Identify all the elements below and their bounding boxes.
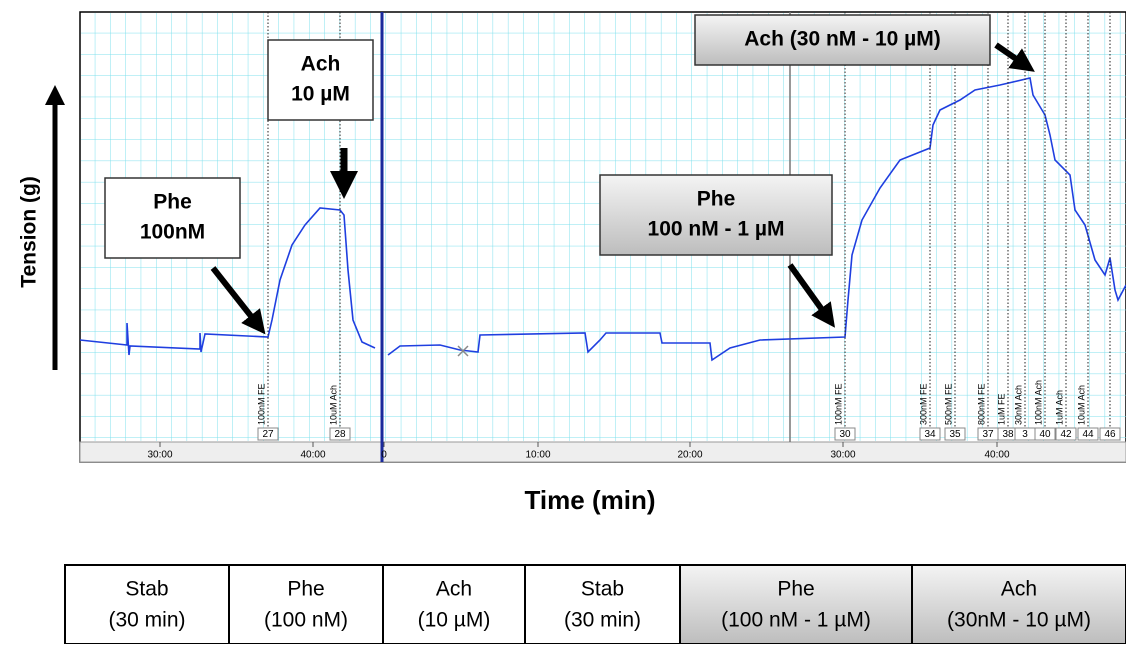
- event-number: 3: [1022, 429, 1028, 440]
- cell-text: Phe: [287, 578, 324, 601]
- x-label: Time (min): [525, 485, 656, 515]
- y-label: Tension (g): [18, 176, 41, 288]
- cell-text: (30nM - 10 µM): [947, 609, 1091, 632]
- event-number: 27: [262, 429, 274, 440]
- event-number: 34: [924, 429, 936, 440]
- event-number: 46: [1104, 429, 1116, 440]
- event-number: 38: [1002, 429, 1014, 440]
- cell-text: (100 nM - 1 µM): [721, 609, 871, 632]
- annotation-text: Ach: [301, 53, 341, 76]
- cell-text: Phe: [777, 578, 814, 601]
- event-number: 40: [1039, 429, 1051, 440]
- event-label: 100nM FE: [256, 383, 266, 425]
- time-tick-label: 10:00: [525, 450, 550, 461]
- event-label: 500nM FE: [943, 383, 953, 425]
- cell-text: Stab: [581, 578, 624, 601]
- event-number: 37: [982, 429, 994, 440]
- event-number: 30: [839, 429, 851, 440]
- event-number: 35: [949, 429, 961, 440]
- event-label: 10uM Ach: [328, 385, 338, 425]
- phase-table: Stab (30 min) Phe (100 nM) Ach (10 µM) Stab (30…: [65, 565, 1126, 644]
- annotation-text: 10 µM: [291, 83, 350, 106]
- event-number: 42: [1060, 429, 1072, 440]
- cell-text: (30 min): [564, 609, 641, 632]
- time-tick-label: 30:00: [147, 450, 172, 461]
- event-label: 30nM Ach: [1013, 385, 1023, 425]
- time-tick-label: 30:00: [830, 450, 855, 461]
- time-tick-label: 40:00: [300, 450, 325, 461]
- cell-text: (30 min): [108, 609, 185, 632]
- annotation-text: Phe: [153, 191, 192, 214]
- figure: 100nM FE2710uM Ach28100nM FE30300nM FE34…: [0, 0, 1126, 644]
- event-label: 300nM FE: [918, 383, 928, 425]
- event-label: 100nM Ach: [1033, 380, 1043, 425]
- event-label: 1uM Ach: [1054, 390, 1064, 425]
- y-axis-label: Tension (g): [18, 95, 55, 370]
- annotation-text: Ach (30 nM - 10 µM): [744, 28, 940, 51]
- annotation-text: 100nM: [140, 221, 205, 244]
- cell-text: Ach: [436, 578, 472, 601]
- time-tick-label: 0: [381, 450, 387, 461]
- cell-text: (10 µM): [418, 609, 491, 632]
- time-tick-label: 20:00: [677, 450, 702, 461]
- event-label: 10uM Ach: [1076, 385, 1086, 425]
- time-tick-label: 40:00: [984, 450, 1009, 461]
- time-strip: [80, 442, 1126, 462]
- event-number: 44: [1082, 429, 1094, 440]
- cell-text: Ach: [1001, 578, 1037, 601]
- event-label: 1uM FE: [996, 393, 1006, 425]
- annotation-text: 100 nM - 1 µM: [648, 218, 785, 241]
- event-label: 800nM FE: [976, 383, 986, 425]
- cell-text: (100 nM): [264, 609, 348, 632]
- annotation-text: Phe: [697, 188, 736, 211]
- cell-text: Stab: [125, 578, 168, 601]
- event-number: 28: [334, 429, 346, 440]
- event-label: 100nM FE: [833, 383, 843, 425]
